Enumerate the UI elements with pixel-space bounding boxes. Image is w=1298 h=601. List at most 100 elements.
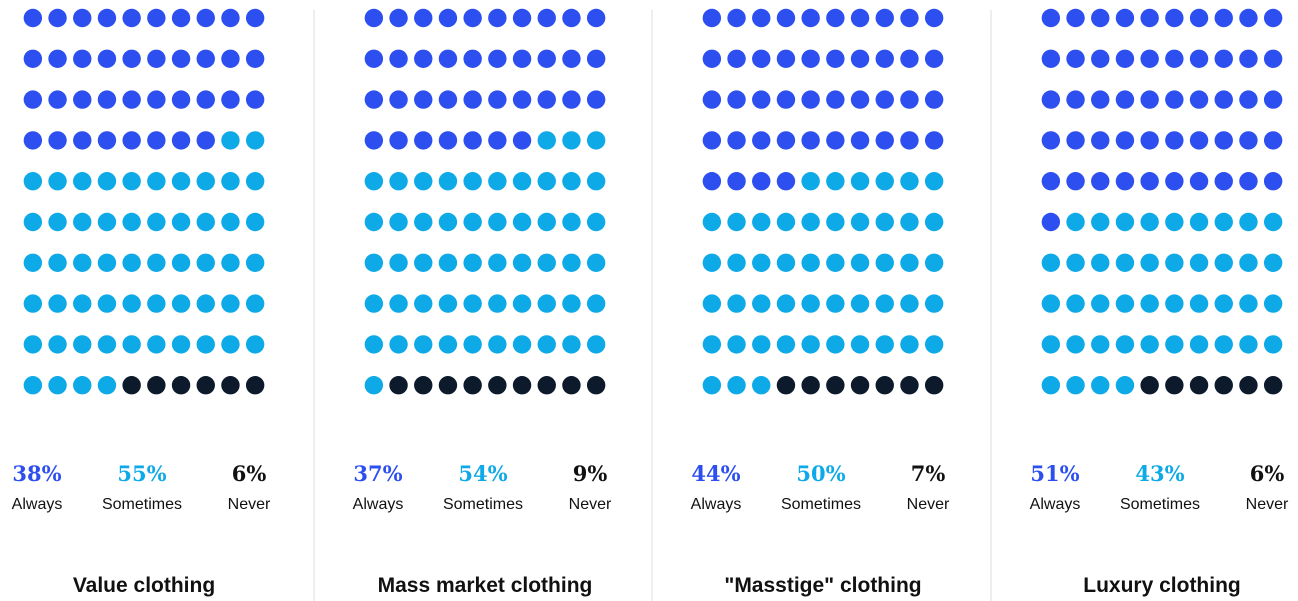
- waffle-dot: [171, 376, 191, 395]
- waffle-dot: [900, 8, 919, 28]
- waffle-dot: [1041, 8, 1061, 28]
- waffle-dot: [727, 253, 746, 272]
- percent-label: 50%: [796, 461, 845, 486]
- waffle-dot: [364, 8, 384, 28]
- waffle-dot: [1066, 294, 1085, 313]
- waffle-dot: [1091, 172, 1110, 191]
- legend-label: Sometimes: [443, 496, 523, 513]
- waffle-dot: [1066, 172, 1085, 191]
- waffle-dot: [826, 212, 845, 232]
- waffle-dot: [364, 90, 384, 109]
- waffle-dot: [1140, 90, 1159, 109]
- waffle-dot: [73, 253, 92, 272]
- waffle-dot: [196, 8, 215, 28]
- waffle-dot: [463, 131, 482, 150]
- waffle-dot: [752, 131, 771, 150]
- waffle-dot: [389, 212, 408, 232]
- waffle-dot: [245, 49, 265, 68]
- waffle-dot: [1041, 376, 1061, 395]
- waffle-dot: [414, 131, 433, 150]
- waffle-dot: [850, 172, 870, 191]
- waffle-dot: [438, 8, 458, 28]
- waffle-dot: [1041, 335, 1061, 354]
- waffle-dot: [122, 253, 141, 272]
- waffle-dot: [826, 8, 845, 28]
- waffle-dot: [1214, 131, 1233, 150]
- waffle-dot: [1214, 212, 1233, 232]
- waffle-dot: [850, 131, 870, 150]
- waffle-dot: [512, 294, 532, 313]
- waffle-dot: [73, 131, 92, 150]
- waffle-dot: [389, 294, 408, 313]
- waffle-dot: [438, 172, 458, 191]
- waffle-dot: [924, 131, 944, 150]
- waffle-dot: [245, 212, 265, 232]
- waffle-dot: [48, 49, 67, 68]
- waffle-dot: [1115, 90, 1135, 109]
- waffle-dot: [801, 253, 820, 272]
- percent-label: 7%: [911, 461, 946, 486]
- waffle-dot: [245, 376, 265, 395]
- waffle-dot: [389, 335, 408, 354]
- waffle-dot: [171, 335, 191, 354]
- waffle-dot: [97, 8, 117, 28]
- waffle-dot: [875, 90, 894, 109]
- waffle-dot: [245, 131, 265, 150]
- waffle-dot: [850, 294, 870, 313]
- waffle-dot: [364, 335, 384, 354]
- waffle-dot: [562, 8, 581, 28]
- waffle-dot: [1263, 294, 1283, 313]
- waffle-dot: [924, 294, 944, 313]
- waffle-dot: [245, 8, 265, 28]
- waffle-dot: [875, 335, 894, 354]
- waffle-dot: [1115, 49, 1135, 68]
- waffle-dot: [1066, 131, 1085, 150]
- waffle-dot: [1189, 49, 1209, 68]
- waffle-dot: [1165, 90, 1184, 109]
- waffle-dot: [1066, 90, 1085, 109]
- waffle-dot: [752, 376, 771, 395]
- waffle-dot: [537, 212, 556, 232]
- waffle-dot: [97, 376, 117, 395]
- waffle-dot: [488, 172, 507, 191]
- waffle-dot: [752, 90, 771, 109]
- waffle-dot: [702, 8, 722, 28]
- waffle-dot: [414, 49, 433, 68]
- waffle-dot: [23, 212, 43, 232]
- waffle-dot: [488, 131, 507, 150]
- waffle-dot: [23, 131, 43, 150]
- waffle-dot: [850, 90, 870, 109]
- waffle-dot: [1239, 8, 1258, 28]
- waffle-dot: [1239, 49, 1258, 68]
- waffle-dot: [1263, 90, 1283, 109]
- waffle-dot: [702, 212, 722, 232]
- waffle-dot: [776, 294, 796, 313]
- waffle-dot: [801, 90, 820, 109]
- waffle-dot: [23, 172, 43, 191]
- waffle-dot: [1214, 172, 1233, 191]
- waffle-dot: [48, 90, 67, 109]
- percent-label: 38%: [12, 461, 61, 486]
- waffle-dot: [801, 172, 820, 191]
- waffle-dot: [1041, 90, 1061, 109]
- waffle-dot: [147, 131, 166, 150]
- waffle-dot: [1189, 172, 1209, 191]
- waffle-dot: [850, 212, 870, 232]
- waffle-dot: [389, 376, 408, 395]
- waffle-dot: [1263, 49, 1283, 68]
- waffle-dot: [586, 8, 606, 28]
- waffle-dot: [488, 90, 507, 109]
- waffle-dot: [702, 131, 722, 150]
- legend-label: Always: [1030, 496, 1081, 513]
- waffle-dot: [1140, 172, 1159, 191]
- waffle-dot: [1239, 172, 1258, 191]
- waffle-dot: [364, 212, 384, 232]
- waffle-dot: [221, 90, 240, 109]
- percent-label: 6%: [232, 461, 267, 486]
- waffle-dot: [586, 212, 606, 232]
- waffle-dot: [1165, 335, 1184, 354]
- waffle-dot: [850, 335, 870, 354]
- waffle-dot: [1115, 8, 1135, 28]
- waffle-dot: [512, 212, 532, 232]
- waffle-dot: [752, 294, 771, 313]
